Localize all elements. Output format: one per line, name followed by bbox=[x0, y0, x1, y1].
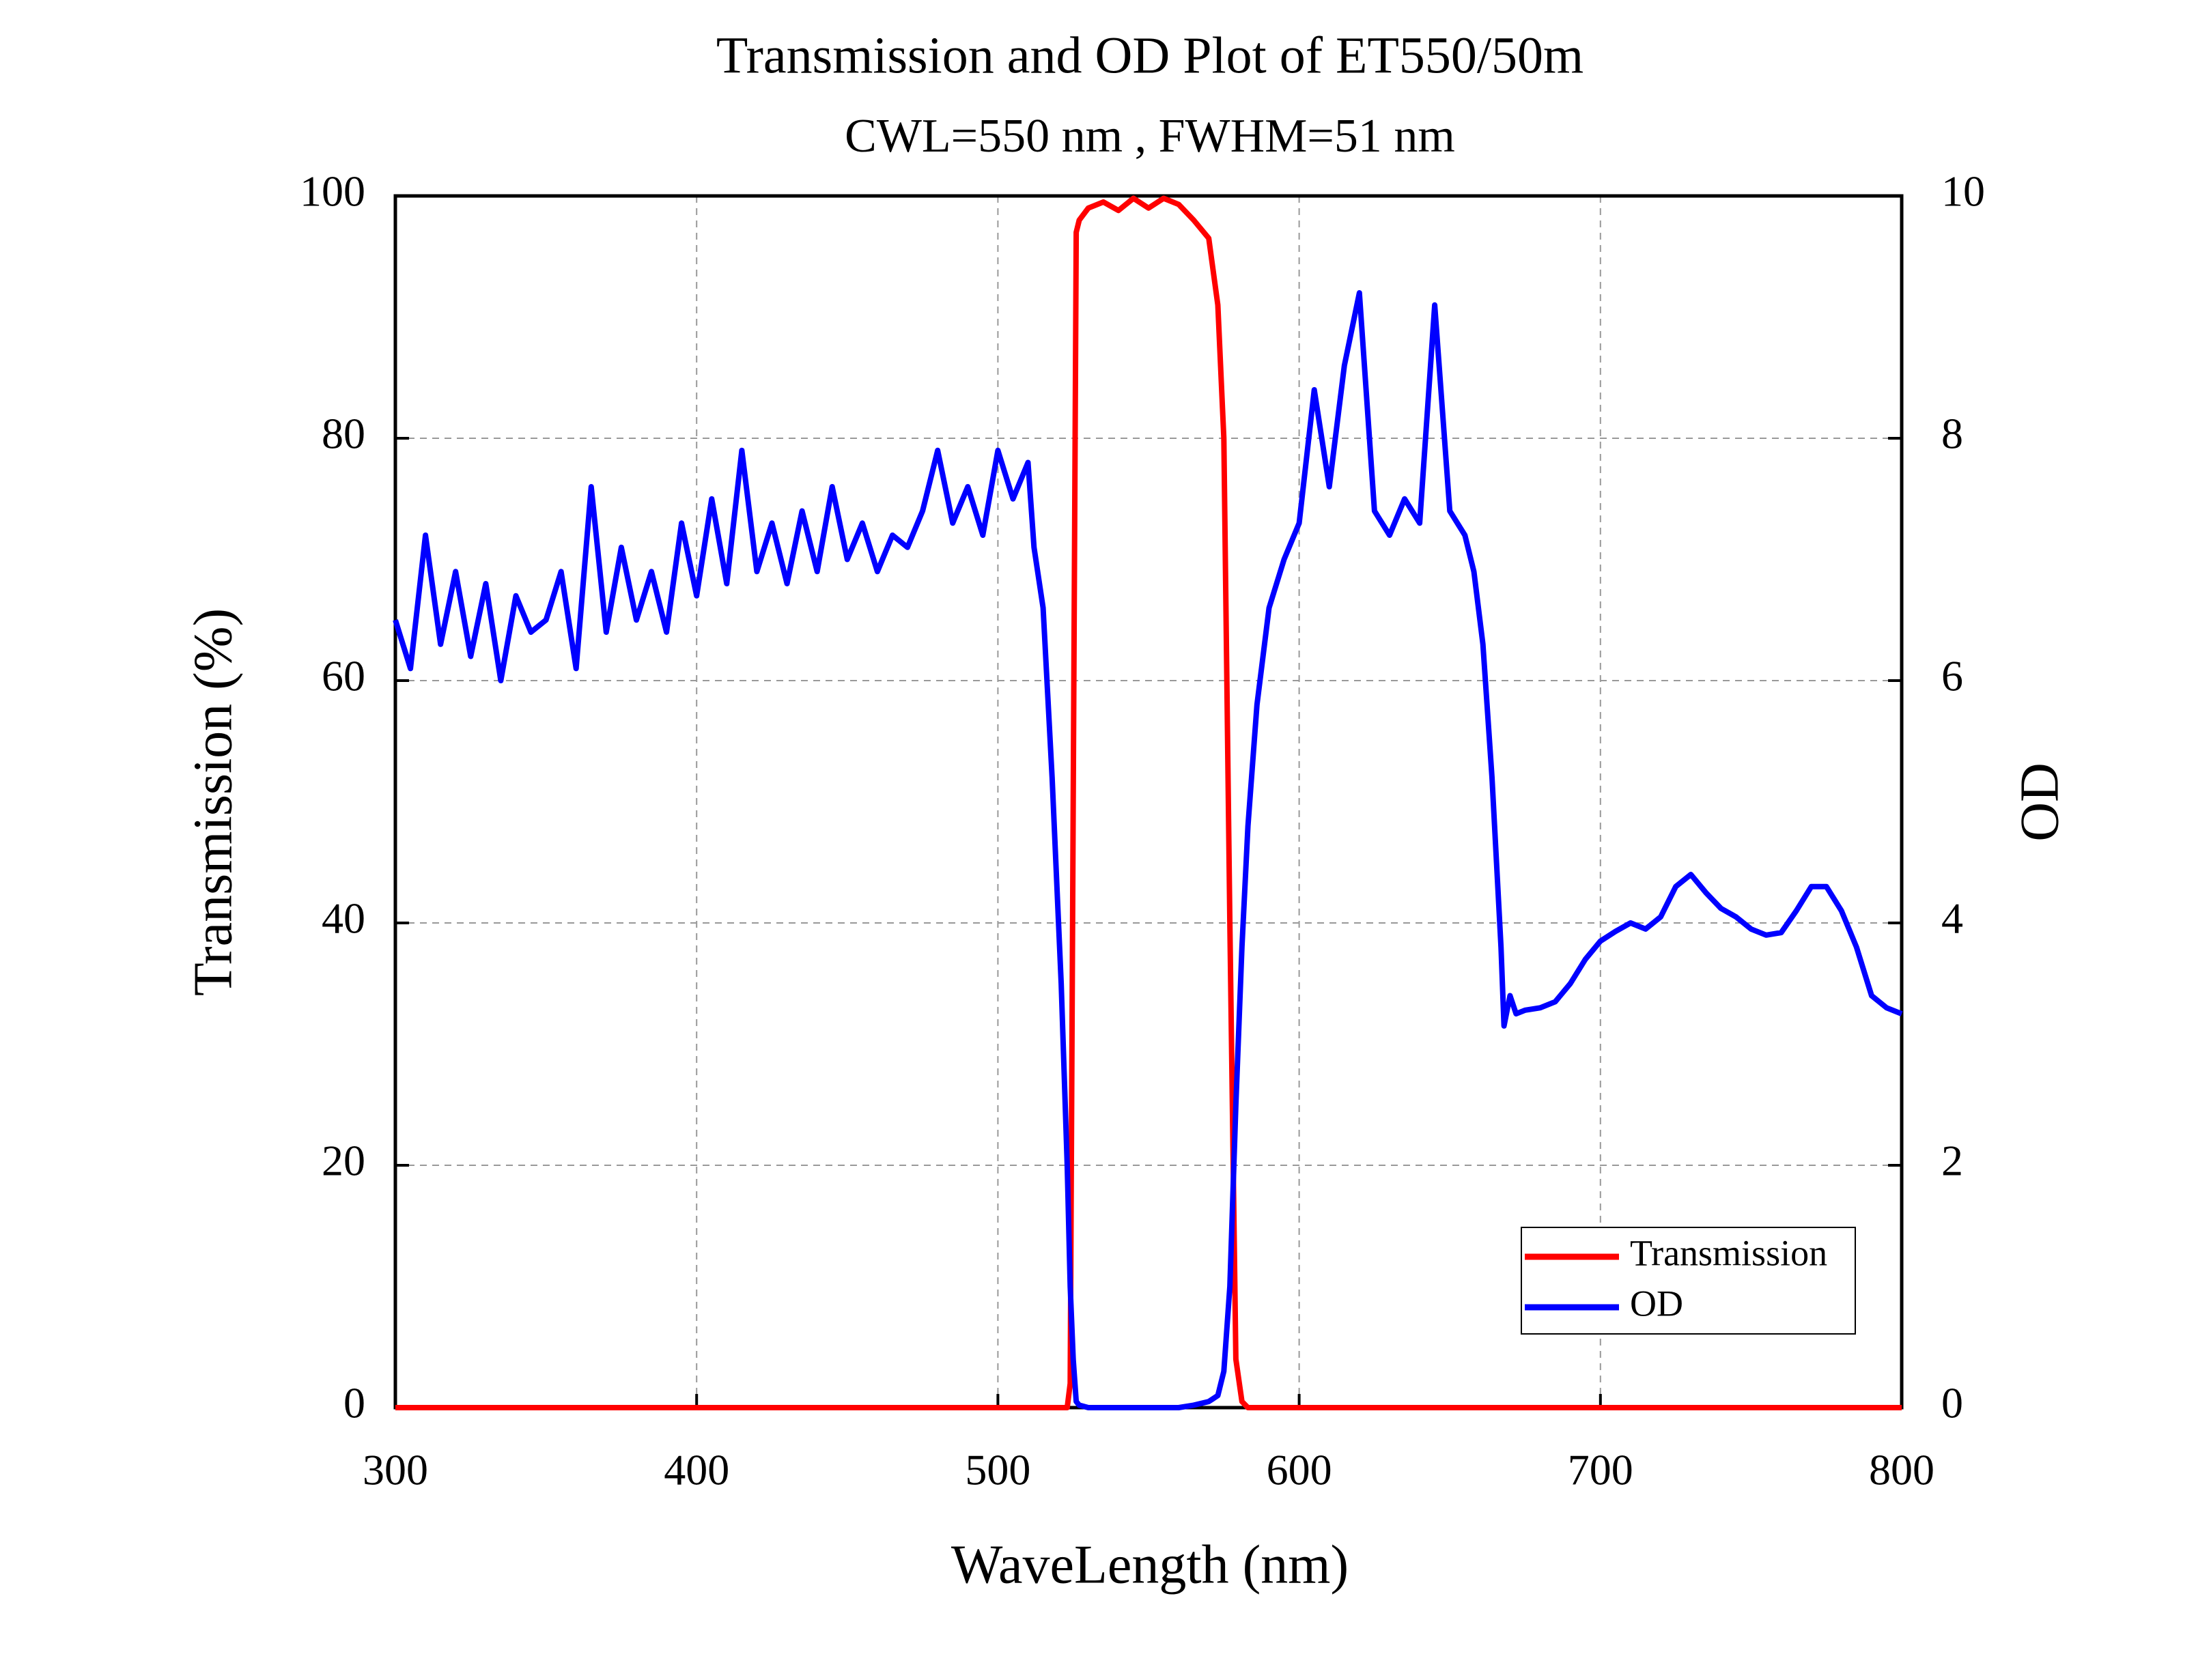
chart-title: Transmission and OD Plot of ET550/50m bbox=[716, 27, 1583, 84]
y-tick-label: 20 bbox=[322, 1137, 365, 1185]
y2-axis-label: OD bbox=[2010, 763, 2070, 842]
plot-frame bbox=[393, 194, 1904, 1410]
y2-tick-label: 10 bbox=[1941, 167, 1985, 216]
data-line bbox=[393, 290, 1903, 1410]
legend-label: OD bbox=[1630, 1283, 1683, 1324]
y2-tick-label: 0 bbox=[1941, 1379, 1963, 1427]
legend-label: Transmission bbox=[1630, 1232, 1827, 1273]
x-tick-label: 500 bbox=[965, 1446, 1030, 1494]
y2-tick-label: 2 bbox=[1941, 1137, 1963, 1185]
y-tick-label: 0 bbox=[343, 1379, 365, 1427]
legend-box bbox=[1521, 1227, 1856, 1335]
y2-tick-label: 6 bbox=[1941, 652, 1963, 700]
y-tick-label: 60 bbox=[322, 652, 365, 700]
x-tick-label: 600 bbox=[1267, 1446, 1332, 1494]
x-tick-label: 400 bbox=[664, 1446, 729, 1494]
x-tick-label: 800 bbox=[1869, 1446, 1934, 1494]
y-tick-label: 80 bbox=[322, 410, 365, 458]
x-tick-label: 700 bbox=[1568, 1446, 1633, 1494]
x-tick-label: 300 bbox=[363, 1446, 428, 1494]
chart-subtitle: CWL=550 nm , FWHM=51 nm bbox=[845, 110, 1455, 162]
data-line bbox=[395, 195, 1902, 1410]
y-tick-label: 40 bbox=[322, 894, 365, 943]
y-axis-label: Transmission (%) bbox=[183, 608, 243, 996]
y-tick-label: 100 bbox=[300, 167, 365, 216]
x-axis-label: WaveLength (nm) bbox=[951, 1535, 1349, 1595]
y2-tick-label: 4 bbox=[1941, 894, 1963, 943]
y2-tick-label: 8 bbox=[1941, 410, 1963, 458]
